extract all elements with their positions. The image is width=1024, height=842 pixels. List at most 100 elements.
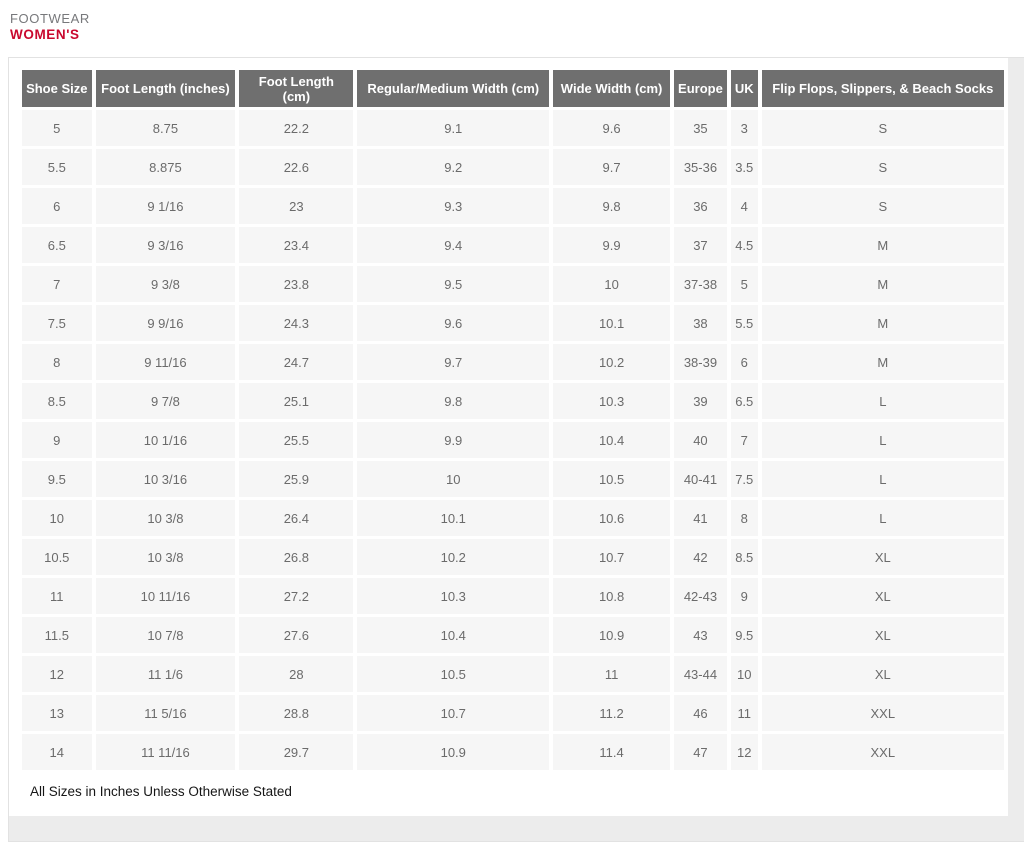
table-cell: 11 5/16 <box>95 695 236 731</box>
table-cell: 9.8 <box>357 383 550 419</box>
table-row: 5 8.75 22.2 9.1 9.6 35 3 S <box>22 110 1004 146</box>
table-cell: 3.5 <box>730 149 758 185</box>
table-cell: 10 3/16 <box>95 461 236 497</box>
table-cell: 43 <box>674 617 727 653</box>
table-cell: 10.6 <box>553 500 671 536</box>
table-cell: 13 <box>22 695 92 731</box>
table-cell: 10 1/16 <box>95 422 236 458</box>
table-cell: 25.9 <box>239 461 354 497</box>
table-cell: 36 <box>674 188 727 224</box>
table-cell: L <box>761 500 1004 536</box>
table-cell: 10.9 <box>357 734 550 770</box>
table-cell: 37 <box>674 227 727 263</box>
table-cell: 23.4 <box>239 227 354 263</box>
table-cell: 11.4 <box>553 734 671 770</box>
table-cell: 8.75 <box>95 110 236 146</box>
table-cell: 8.875 <box>95 149 236 185</box>
table-cell: 24.3 <box>239 305 354 341</box>
page-title: WOMEN'S <box>10 27 80 42</box>
table-cell: 10.5 <box>357 656 550 692</box>
table-cell: 11 <box>730 695 758 731</box>
table-cell: 42 <box>674 539 727 575</box>
table-cell: 9.2 <box>357 149 550 185</box>
table-cell: XL <box>761 617 1004 653</box>
table-cell: XL <box>761 539 1004 575</box>
table-row: 10.5 10 3/8 26.8 10.2 10.7 42 8.5 XL <box>22 539 1004 575</box>
table-cell: 9.7 <box>553 149 671 185</box>
table-header-row: Shoe Size Foot Length (inches) Foot Length… <box>22 70 1004 107</box>
table-row: 10 10 3/8 26.4 10.1 10.6 41 8 L <box>22 500 1004 536</box>
column-header: Europe <box>674 70 727 107</box>
table-row: 11 10 11/16 27.2 10.3 10.8 42-43 9 XL <box>22 578 1004 614</box>
table-cell: 8.5 <box>730 539 758 575</box>
table-cell: 10.3 <box>553 383 671 419</box>
column-header: Foot Length (inches) <box>95 70 236 107</box>
table-row: 12 11 1/6 28 10.5 11 43-44 10 XL <box>22 656 1004 692</box>
table-cell: 39 <box>674 383 727 419</box>
table-row: 7.5 9 9/16 24.3 9.6 10.1 38 5.5 M <box>22 305 1004 341</box>
table-cell: 9 <box>22 422 92 458</box>
table-cell: 11.5 <box>22 617 92 653</box>
table-cell: 9 3/8 <box>95 266 236 302</box>
table-cell: 9 1/16 <box>95 188 236 224</box>
table-cell: 11 <box>22 578 92 614</box>
table-cell: 10.4 <box>553 422 671 458</box>
table-cell: 10.1 <box>357 500 550 536</box>
table-cell: 10.5 <box>553 461 671 497</box>
table-cell: S <box>761 188 1004 224</box>
table-cell: 9.1 <box>357 110 550 146</box>
table-cell: 11 <box>553 656 671 692</box>
table-cell: S <box>761 149 1004 185</box>
table-cell: 9.7 <box>357 344 550 380</box>
table-cell: 9.6 <box>357 305 550 341</box>
table-cell: L <box>761 383 1004 419</box>
footnote: All Sizes in Inches Unless Otherwise Sta… <box>30 784 292 799</box>
table-cell: 10 <box>357 461 550 497</box>
table-cell: 38 <box>674 305 727 341</box>
table-cell: 5.5 <box>730 305 758 341</box>
table-cell: 12 <box>22 656 92 692</box>
table-cell: 22.2 <box>239 110 354 146</box>
table-cell: L <box>761 422 1004 458</box>
table-row: 5.5 8.875 22.6 9.2 9.7 35-36 3.5 S <box>22 149 1004 185</box>
table-cell: 10 3/8 <box>95 500 236 536</box>
table-cell: 9.3 <box>357 188 550 224</box>
table-body: 5 8.75 22.2 9.1 9.6 35 3 S 5.5 8.875 22.6 9.2 9.7 35-… <box>22 110 1004 770</box>
table-cell: 5.5 <box>22 149 92 185</box>
table-header: Shoe Size Foot Length (inches) Foot Length… <box>22 70 1004 107</box>
table-cell: 8 <box>22 344 92 380</box>
table-cell: 29.7 <box>239 734 354 770</box>
table-row: 6.5 9 3/16 23.4 9.4 9.9 37 4.5 M <box>22 227 1004 263</box>
table-cell: 9 3/16 <box>95 227 236 263</box>
category-label: FOOTWEAR <box>10 11 90 26</box>
table-cell: 9.5 <box>730 617 758 653</box>
table-cell: 9.5 <box>357 266 550 302</box>
table-cell: 28 <box>239 656 354 692</box>
table-cell: 10 <box>553 266 671 302</box>
table-cell: 6 <box>730 344 758 380</box>
table-cell: 40-41 <box>674 461 727 497</box>
table-cell: L <box>761 461 1004 497</box>
size-chart-widget: Shoe Size Foot Length (inches) Foot Length… <box>8 57 1024 842</box>
table-cell: 12 <box>730 734 758 770</box>
table-cell: 43-44 <box>674 656 727 692</box>
table-cell: 47 <box>674 734 727 770</box>
table-cell: 35-36 <box>674 149 727 185</box>
table-cell: 10.7 <box>553 539 671 575</box>
table-cell: 9.4 <box>357 227 550 263</box>
table-cell: 10.5 <box>22 539 92 575</box>
table-cell: 5 <box>730 266 758 302</box>
table-cell: 11 1/6 <box>95 656 236 692</box>
table-row: 9.5 10 3/16 25.9 10 10.5 40-41 7.5 L <box>22 461 1004 497</box>
table-cell: 24.7 <box>239 344 354 380</box>
table-cell: 10 <box>22 500 92 536</box>
table-cell: 26.8 <box>239 539 354 575</box>
table-cell: 4 <box>730 188 758 224</box>
table-cell: XL <box>761 578 1004 614</box>
table-cell: 27.6 <box>239 617 354 653</box>
column-header: Flip Flops, Slippers, & Beach Socks <box>761 70 1004 107</box>
table-cell: 5 <box>22 110 92 146</box>
table-cell: 7.5 <box>22 305 92 341</box>
